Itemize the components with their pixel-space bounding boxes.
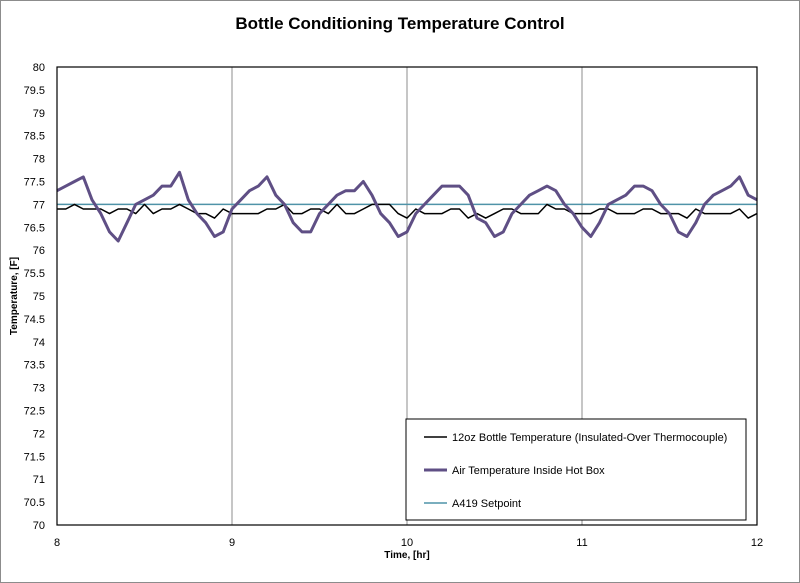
y-tick-label: 76 [33, 245, 45, 257]
y-tick-label: 77 [33, 199, 45, 211]
y-tick-label: 71.5 [24, 451, 45, 463]
x-axis-label: Time, [hr] [384, 550, 429, 561]
series-line-2 [56, 170, 758, 243]
y-tick-label: 72.5 [24, 406, 45, 418]
x-tick-labels: 8 9 10 11 12 [54, 537, 763, 549]
y-tick-label: 70.5 [24, 497, 45, 509]
x-tick-label: 11 [576, 537, 587, 549]
y-tick-label: 73.5 [24, 360, 45, 372]
y-tick-label: 80 [33, 62, 45, 74]
x-tick-label: 8 [54, 537, 60, 549]
y-tick-label: 77.5 [24, 177, 45, 189]
y-tick-label: 79 [33, 108, 45, 120]
legend-entry-2: Air Temperature Inside Hot Box [452, 465, 605, 477]
y-tick-label: 70 [33, 520, 45, 532]
x-tick-label: 10 [401, 537, 413, 549]
y-axis-label: Temperature, [F] [9, 257, 20, 335]
x-tick-label: 9 [229, 537, 235, 549]
y-tick-label: 73 [33, 383, 45, 395]
legend: 12oz Bottle Temperature (Insulated-Over … [405, 418, 747, 521]
y-tick-label: 78 [33, 154, 45, 166]
series-group [56, 170, 758, 243]
y-tick-label: 72 [33, 428, 45, 440]
y-tick-label: 75 [33, 291, 45, 303]
series-line-1 [57, 203, 758, 219]
x-tick-label: 12 [751, 537, 763, 549]
y-tick-label: 78.5 [24, 131, 45, 143]
plot-border [56, 66, 758, 526]
legend-entry-1: 12oz Bottle Temperature (Insulated-Over … [452, 432, 727, 444]
legend-box [405, 418, 747, 521]
y-tick-labels: 70 70.5 71 71.5 72 72.5 73 73.5 74 74.5 75 75.5 76 76… [24, 62, 45, 532]
y-tick-label: 71 [33, 474, 45, 486]
y-tick-label: 79.5 [24, 85, 45, 97]
chart-title: Bottle Conditioning Temperature Control [235, 14, 564, 33]
legend-entry-3: A419 Setpoint [452, 498, 521, 510]
y-tick-label: 75.5 [24, 268, 45, 280]
y-tick-label: 74.5 [24, 314, 45, 326]
y-tick-label: 74 [33, 337, 45, 349]
y-tick-label: 76.5 [24, 222, 45, 234]
